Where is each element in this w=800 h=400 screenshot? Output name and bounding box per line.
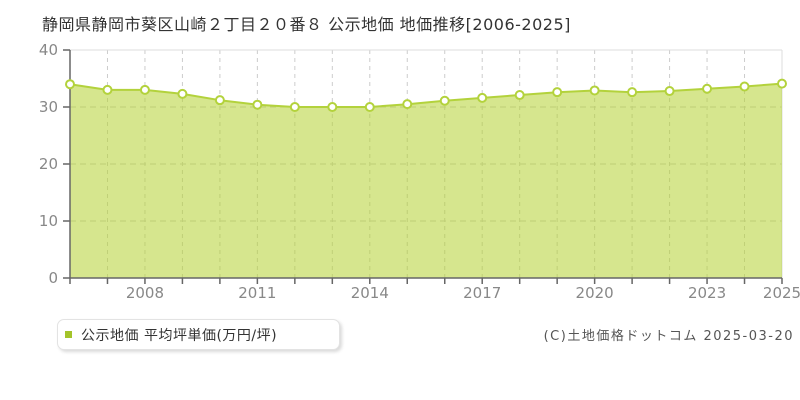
area-fill bbox=[70, 83, 782, 278]
data-point-2019 bbox=[552, 87, 563, 98]
data-point-2012 bbox=[289, 102, 300, 112]
data-point-2006 bbox=[65, 79, 75, 90]
y-tick-label-0: 0 bbox=[48, 269, 58, 287]
data-point-2014 bbox=[364, 102, 375, 112]
data-point-2010 bbox=[214, 95, 225, 106]
x-tick-label-2023: 2023 bbox=[688, 284, 726, 302]
data-point-2020 bbox=[589, 85, 600, 96]
x-tick-label-2017: 2017 bbox=[463, 284, 501, 302]
data-point-2015 bbox=[402, 99, 413, 110]
data-point-2013 bbox=[327, 102, 338, 112]
series-line bbox=[69, 82, 783, 108]
x-tick-label-2025: 2025 bbox=[763, 284, 800, 302]
x-tick-label-2014: 2014 bbox=[351, 284, 389, 302]
data-point-2011 bbox=[252, 99, 263, 110]
y-tick-label-20: 20 bbox=[39, 155, 58, 173]
y-tick-label-10: 10 bbox=[39, 212, 58, 230]
page-title: 静岡県静岡市葵区山崎２丁目２０番８ 公示地価 地価推移[2006-2025] bbox=[42, 15, 571, 34]
copyright-note: (C)土地価格ドットコム 2025-03-20 bbox=[543, 329, 794, 344]
data-point-2021 bbox=[627, 87, 638, 98]
x-tick-label-2020: 2020 bbox=[576, 284, 614, 302]
data-point-2009 bbox=[177, 88, 188, 99]
y-tick-label-30: 30 bbox=[39, 98, 58, 116]
data-point-2017 bbox=[477, 92, 488, 103]
data-point-2023 bbox=[702, 83, 713, 94]
data-point-2022 bbox=[664, 86, 675, 97]
price-trend-chart: 0 10 20 30 40 2008 2011 2014 2017 2020 2023 2025 bbox=[39, 41, 800, 302]
legend-swatch-icon bbox=[65, 331, 72, 338]
area-chart-svg: 0 10 20 30 40 2008 2011 2014 2017 2020 2023 2025 bbox=[39, 41, 800, 302]
x-tick-label-2011: 2011 bbox=[238, 284, 276, 302]
data-point-2025 bbox=[777, 78, 787, 89]
chart-legend: 公示地価 平均坪単価(万円/坪) bbox=[57, 319, 340, 350]
data-point-2018 bbox=[514, 90, 525, 101]
data-point-2024 bbox=[739, 81, 750, 92]
data-point-2008 bbox=[139, 84, 150, 95]
data-point-2016 bbox=[439, 95, 450, 106]
data-point-2007 bbox=[102, 84, 113, 95]
legend-label: 公示地価 平均坪単価(万円/坪) bbox=[81, 327, 278, 344]
x-tick-label-2008: 2008 bbox=[126, 284, 164, 302]
y-tick-label-40: 40 bbox=[39, 41, 58, 59]
